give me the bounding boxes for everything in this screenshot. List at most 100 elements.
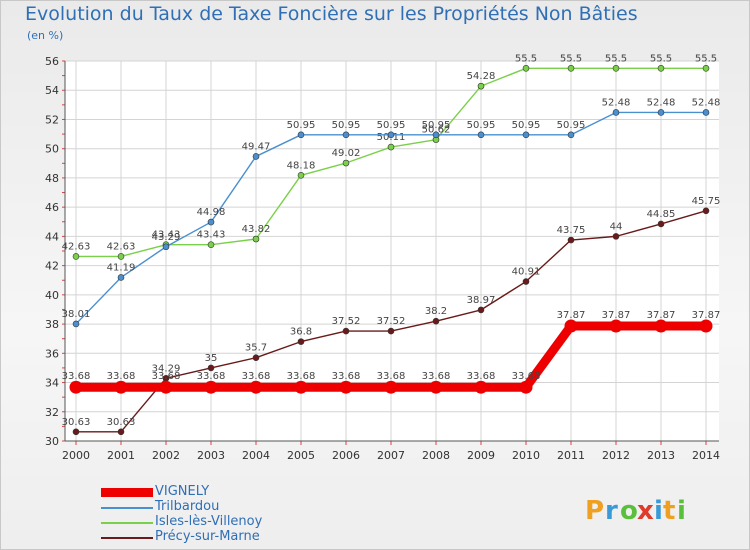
data-label-vignely: 33.68 (62, 371, 91, 382)
data-label-trilbardou: 49.47 (242, 141, 271, 152)
data-label-isles-les-villenoy: 43.43 (197, 230, 226, 241)
data-point-precy-sur-marne (117, 428, 125, 436)
data-label-vignely: 33.68 (377, 371, 406, 382)
data-point-vignely (249, 380, 263, 394)
legend-item-precy-sur-marne: Précy-sur-Marne (101, 529, 341, 545)
data-label-trilbardou: 38.01 (62, 309, 91, 320)
data-point-trilbardou (657, 109, 665, 116)
data-point-isles-les-villenoy (342, 159, 350, 167)
data-point-vignely (204, 380, 218, 394)
data-label-isles-les-villenoy: 55.5 (605, 53, 627, 64)
data-label-vignely: 37.87 (647, 310, 676, 321)
data-point-trilbardou (387, 131, 395, 139)
data-point-precy-sur-marne (702, 207, 710, 215)
data-point-trilbardou (207, 218, 215, 226)
data-label-precy-sur-marne: 44.85 (647, 209, 676, 220)
data-point-isles-les-villenoy (387, 143, 395, 151)
data-label-vignely: 37.87 (557, 310, 586, 321)
y-tick-label: 40 (45, 289, 59, 302)
data-point-vignely (699, 319, 713, 333)
data-point-isles-les-villenoy (72, 253, 80, 260)
data-point-isles-les-villenoy (477, 82, 485, 90)
legend-swatch (101, 507, 153, 509)
x-tick-label: 2014 (692, 449, 720, 462)
data-label-precy-sur-marne: 38.2 (425, 306, 447, 317)
data-label-precy-sur-marne: 35.7 (245, 343, 267, 354)
svg-text:P: P (585, 496, 604, 526)
data-point-precy-sur-marne (387, 327, 395, 335)
data-point-vignely (114, 380, 128, 394)
data-label-vignely: 33.68 (287, 371, 316, 382)
data-point-vignely (654, 319, 668, 333)
data-point-vignely (159, 380, 173, 394)
data-label-isles-les-villenoy: 42.63 (107, 241, 136, 252)
data-point-isles-les-villenoy (297, 171, 305, 179)
data-label-isles-les-villenoy: 55.5 (560, 53, 582, 64)
y-tick-label: 56 (45, 55, 59, 68)
y-tick-label: 52 (45, 113, 59, 126)
data-point-trilbardou (522, 131, 530, 139)
data-label-precy-sur-marne: 37.52 (377, 316, 406, 327)
x-tick-label: 2002 (152, 449, 180, 462)
data-label-trilbardou: 50.95 (512, 120, 541, 131)
data-point-vignely (564, 319, 578, 333)
legend-swatch (101, 522, 153, 524)
x-tick-label: 2006 (332, 449, 360, 462)
data-label-vignely: 33.68 (242, 371, 271, 382)
data-point-precy-sur-marne (522, 278, 530, 285)
y-tick-label: 32 (45, 406, 59, 419)
data-label-precy-sur-marne: 44 (610, 221, 623, 232)
x-tick-label: 2004 (242, 449, 270, 462)
data-point-isles-les-villenoy (612, 65, 620, 72)
data-point-vignely (429, 380, 443, 394)
data-label-precy-sur-marne: 35 (205, 353, 218, 364)
data-point-trilbardou (702, 109, 710, 116)
y-tick-label: 48 (45, 172, 59, 185)
data-label-vignely: 37.87 (602, 310, 631, 321)
data-point-precy-sur-marne (342, 327, 350, 335)
data-label-trilbardou: 52.48 (602, 97, 631, 108)
y-tick-label: 34 (45, 377, 59, 390)
svg-text:o: o (620, 496, 638, 526)
y-tick-label: 36 (45, 347, 59, 360)
data-point-isles-les-villenoy (117, 253, 125, 260)
data-point-vignely (609, 319, 623, 333)
svg-text:x: x (637, 496, 654, 526)
legend-label: Isles-lès-Villenoy (155, 514, 263, 529)
data-point-precy-sur-marne (72, 428, 80, 436)
x-tick-label: 2012 (602, 449, 630, 462)
data-label-vignely: 37.87 (692, 310, 721, 321)
data-label-isles-les-villenoy: 55.5 (695, 53, 717, 64)
data-label-vignely: 33.68 (107, 371, 136, 382)
data-point-precy-sur-marne (477, 306, 485, 314)
data-label-trilbardou: 50.95 (287, 120, 316, 131)
x-tick-label: 2001 (107, 449, 135, 462)
data-point-precy-sur-marne (657, 220, 665, 228)
data-point-trilbardou (117, 274, 125, 281)
data-point-precy-sur-marne (432, 317, 440, 325)
data-point-precy-sur-marne (612, 233, 620, 240)
data-label-precy-sur-marne: 34.29 (152, 363, 181, 374)
data-point-trilbardou (477, 131, 485, 139)
legend-swatch (101, 537, 153, 539)
x-tick-label: 2013 (647, 449, 675, 462)
proxiti-logo: P r o x i t i (585, 496, 686, 526)
data-point-isles-les-villenoy (567, 65, 575, 72)
legend-item-trilbardou: Trilbardou (101, 499, 341, 515)
data-point-trilbardou (252, 153, 260, 160)
data-label-isles-les-villenoy: 49.02 (332, 148, 361, 159)
data-label-isles-les-villenoy: 43.82 (242, 224, 271, 235)
data-label-trilbardou: 44.98 (197, 207, 226, 218)
data-label-isles-les-villenoy: 55.5 (515, 53, 537, 64)
data-label-trilbardou: 41.19 (107, 262, 136, 273)
x-tick-label: 2011 (557, 449, 585, 462)
data-point-trilbardou (342, 131, 350, 139)
data-label-isles-les-villenoy: 42.63 (62, 241, 91, 252)
chart-unit: (en %) (27, 29, 64, 42)
x-tick-label: 2010 (512, 449, 540, 462)
data-label-isles-les-villenoy: 55.5 (650, 53, 672, 64)
data-point-vignely (69, 380, 83, 394)
svg-text:t: t (663, 496, 675, 526)
